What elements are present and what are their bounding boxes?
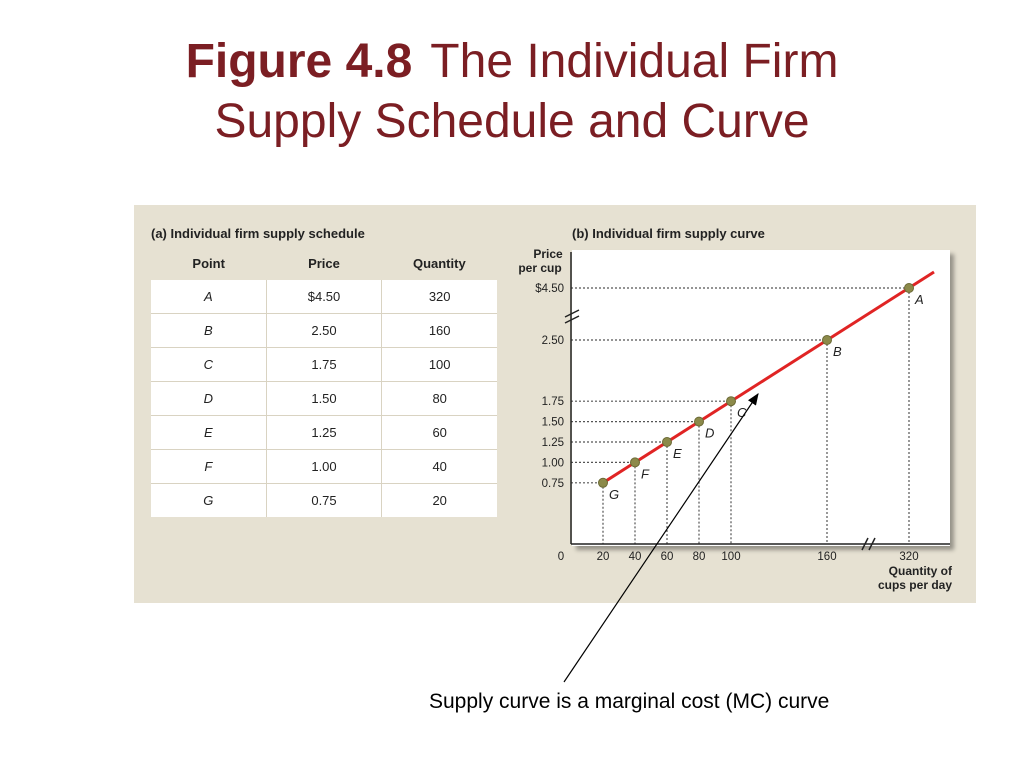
quantity-cell: 20 bbox=[432, 493, 447, 508]
schedule-table: A $4.50 320 B 2.50 160 C 1.75 100 D 1.50… bbox=[151, 280, 497, 517]
x-tick-label: 60 bbox=[661, 551, 674, 563]
quantity-cell: 100 bbox=[428, 357, 451, 372]
y-tick-label: 1.50 bbox=[542, 417, 564, 429]
point-label-f: F bbox=[641, 466, 650, 481]
supply-curve-line bbox=[602, 270, 935, 485]
price-cell: $4.50 bbox=[267, 280, 383, 313]
data-point-c bbox=[726, 396, 736, 407]
title-line-2: Supply Schedule and Curve bbox=[214, 95, 810, 148]
price-cell: 1.75 bbox=[267, 348, 383, 381]
quantity-cell: 320 bbox=[428, 289, 451, 304]
x-tick-label: 20 bbox=[597, 551, 610, 563]
point-label-g: G bbox=[609, 487, 619, 502]
column-header-price: Price bbox=[308, 256, 340, 271]
x-axis-title: Quantity of cups per day bbox=[878, 564, 953, 592]
price-cell: 0.75 bbox=[267, 484, 383, 517]
point-label-b: B bbox=[833, 344, 842, 359]
slide-title: Figure 4.8 The Individual Firm Supply Sch… bbox=[0, 32, 1024, 152]
price-cell: 1.50 bbox=[267, 382, 383, 415]
x-axis-break bbox=[861, 537, 876, 551]
price-cell: 1.00 bbox=[267, 450, 383, 483]
figure-number: Figure 4.8 bbox=[185, 35, 413, 88]
data-point-a bbox=[904, 283, 914, 293]
y-axis-title: Price per cup bbox=[518, 247, 563, 275]
title-line-1: Figure 4.8 The Individual Firm bbox=[0, 32, 1024, 92]
schedule-heading: (a) Individual firm supply schedule bbox=[151, 226, 365, 241]
point-cell: A bbox=[151, 280, 267, 313]
y-tick-label: 1.00 bbox=[542, 457, 564, 469]
point-label-c: C bbox=[737, 405, 747, 420]
point-cell: B bbox=[151, 314, 267, 347]
quantity-cell: 160 bbox=[428, 323, 451, 338]
data-point-g bbox=[598, 477, 608, 488]
table-row: E 1.25 60 bbox=[151, 416, 497, 450]
column-header-quantity: Quantity bbox=[412, 256, 466, 271]
point-label-a: A bbox=[914, 292, 924, 307]
point-label-e: E bbox=[673, 446, 682, 461]
quantity-cell: 80 bbox=[432, 391, 447, 406]
x-tick-label: 320 bbox=[899, 551, 918, 563]
x-tick-label: 40 bbox=[629, 551, 642, 563]
price-cell: 2.50 bbox=[267, 314, 383, 347]
y-tick-label: $4.50 bbox=[535, 283, 564, 295]
table-row: C 1.75 100 bbox=[151, 348, 497, 382]
y-tick-label: 1.25 bbox=[542, 437, 564, 449]
plot-area bbox=[572, 250, 950, 546]
y-tick-label: 2.50 bbox=[542, 335, 564, 347]
x-tick-label: 160 bbox=[817, 551, 836, 563]
title-text: The Individual Firm bbox=[430, 35, 839, 88]
point-cell: E bbox=[151, 416, 267, 449]
table-row: G 0.75 20 bbox=[151, 484, 497, 517]
data-point-b bbox=[822, 335, 832, 345]
data-point-d bbox=[694, 416, 704, 427]
quantity-cell: 40 bbox=[432, 459, 447, 474]
point-label-d: D bbox=[705, 426, 714, 441]
chart-heading: (b) Individual firm supply curve bbox=[572, 226, 765, 241]
caption: Supply curve is a marginal cost (MC) cur… bbox=[429, 690, 830, 713]
price-cell: 1.25 bbox=[267, 416, 383, 449]
data-point-e bbox=[662, 437, 672, 447]
point-cell: F bbox=[151, 450, 267, 483]
x-tick-label: 80 bbox=[693, 551, 706, 563]
table-row: D 1.50 80 bbox=[151, 382, 497, 416]
table-row: A $4.50 320 bbox=[151, 280, 497, 314]
point-cell: C bbox=[151, 348, 267, 381]
x-tick-label: 100 bbox=[721, 551, 740, 563]
schedule-table-header: Point Price Quantity bbox=[151, 250, 497, 278]
point-cell: D bbox=[151, 382, 267, 415]
quantity-cell: 60 bbox=[432, 425, 447, 440]
column-header-point: Point bbox=[192, 256, 225, 271]
y-tick-label: 1.75 bbox=[542, 396, 564, 408]
point-cell: G bbox=[151, 484, 267, 517]
y-tick-label: 0.75 bbox=[542, 478, 564, 490]
annotation-arrow bbox=[563, 393, 759, 683]
table-row: B 2.50 160 bbox=[151, 314, 497, 348]
x-tick-label: 0 bbox=[558, 551, 564, 563]
y-axis-break bbox=[564, 309, 580, 324]
table-row: F 1.00 40 bbox=[151, 450, 497, 484]
data-point-f bbox=[630, 457, 640, 468]
